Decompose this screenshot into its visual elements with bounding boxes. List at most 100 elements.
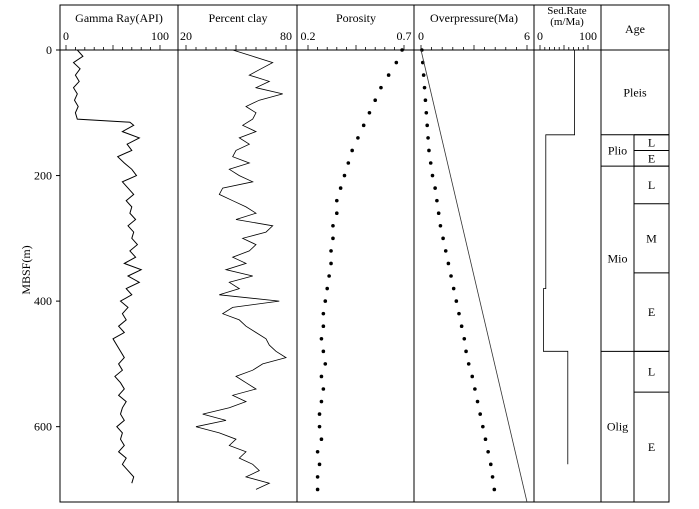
overpressure-point <box>483 437 488 442</box>
x-tick-labels: 0 100 20 80 0.2 0.7 0 6 0 100 <box>63 29 597 43</box>
porosity-point <box>356 136 360 140</box>
subdivision-label: L <box>648 136 655 150</box>
overpressure-point <box>462 336 467 341</box>
x-tick-porosity-max: 0.7 <box>397 29 412 43</box>
x-tick-gamma-max: 100 <box>151 29 169 43</box>
header-clay: Percent clay <box>209 11 268 25</box>
porosity-point <box>319 399 324 404</box>
porosity-point <box>361 123 366 128</box>
overpressure-point <box>454 299 459 303</box>
y-tick-label: 600 <box>34 420 52 434</box>
porosity-point <box>315 449 320 454</box>
porosity-point <box>317 412 322 416</box>
porosity-point <box>321 311 326 316</box>
track-headers: Gamma Ray(API) Percent clay Porosity Ove… <box>75 5 645 36</box>
overpressure-point <box>486 449 490 454</box>
overpressure-point <box>428 161 433 165</box>
porosity-point <box>321 387 326 391</box>
overpressure-point <box>430 173 435 178</box>
x-tick-porosity-min: 0.2 <box>301 29 316 43</box>
porosity-point <box>367 110 372 115</box>
porosity-point <box>319 336 324 341</box>
overpressure-point <box>435 198 439 203</box>
tracks <box>72 48 575 503</box>
overpressure-point <box>420 48 424 52</box>
header-porosity: Porosity <box>336 11 376 25</box>
gamma-series-line <box>72 49 143 484</box>
overpressure-point <box>473 387 477 391</box>
overpressure-reference-line <box>420 49 528 503</box>
track-overpressure <box>420 48 528 503</box>
porosity-point <box>317 424 322 429</box>
porosity-point <box>319 437 324 442</box>
overpressure-point <box>492 487 497 492</box>
overpressure-point <box>441 236 445 241</box>
porosity-point <box>379 85 383 90</box>
porosity-point <box>315 487 320 492</box>
x-tick-gamma-min: 0 <box>63 29 69 43</box>
x-tick-overpressure-min: 0 <box>418 29 424 43</box>
epoch-label: Olig <box>607 420 628 434</box>
x-tick-overpressure-max: 6 <box>524 29 530 43</box>
track-clay <box>195 49 287 490</box>
y-axis-label: MBSF(m) <box>19 245 33 294</box>
porosity-point <box>323 362 328 366</box>
overpressure-point <box>488 462 493 467</box>
x-tick-sedrate-max: 100 <box>579 29 597 43</box>
x-tick-clay-min: 20 <box>180 29 192 43</box>
overpressure-point <box>470 374 475 379</box>
clay-series-line <box>195 49 287 490</box>
porosity-point <box>342 173 347 178</box>
porosity-point <box>373 98 378 103</box>
y-tick-label: 400 <box>34 294 52 308</box>
subdivision-label: L <box>648 365 655 379</box>
overpressure-point <box>446 261 451 266</box>
epoch-label: Plio <box>608 143 627 157</box>
track-sedrate <box>543 50 575 465</box>
track-gamma <box>72 49 143 484</box>
overpressure-point <box>433 186 437 190</box>
header-gamma: Gamma Ray(API) <box>75 11 163 25</box>
header-age: Age <box>625 22 645 36</box>
subdivision-label: E <box>648 440 655 454</box>
x-tick-clay-max: 80 <box>280 29 292 43</box>
overpressure-point <box>451 286 456 291</box>
x-minor-ticks <box>65 45 589 50</box>
sedrate-series-line <box>543 50 575 465</box>
porosity-point <box>325 286 330 291</box>
overpressure-point <box>466 362 471 366</box>
subdivision-label: L <box>648 178 655 192</box>
epoch-label: Pleis <box>623 85 647 99</box>
porosity-point <box>319 374 324 379</box>
x-tick-sedrate-min: 0 <box>537 29 543 43</box>
subdivision-label: E <box>648 305 655 319</box>
porosity-point <box>331 223 335 228</box>
overpressure-point <box>449 274 453 278</box>
overpressure-point <box>422 85 427 90</box>
subdivision-label: M <box>646 231 657 245</box>
porosity-point <box>346 161 351 165</box>
overpressure-point <box>424 110 429 115</box>
header-overpressure: Overpressure(Ma) <box>430 11 518 25</box>
subdivision-label: E <box>648 151 655 165</box>
porosity-point <box>323 299 328 303</box>
overpressure-point <box>457 311 461 316</box>
overpressure-point <box>436 211 441 216</box>
frame <box>59 4 670 503</box>
overpressure-point <box>438 223 443 228</box>
y-tick-label: 0 <box>46 43 52 57</box>
header-sedrate-1: Sed.Rate <box>547 5 587 17</box>
overpressure-point <box>443 249 448 253</box>
porosity-point <box>386 73 391 77</box>
overpressure-point <box>464 349 468 354</box>
porosity-point <box>335 198 339 203</box>
overpressure-point <box>427 148 431 153</box>
porosity-point <box>400 48 404 52</box>
epoch-label: Mio <box>607 252 627 266</box>
overpressure-point <box>426 136 430 140</box>
y-ticks: 0 200 400 600 <box>34 43 60 434</box>
porosity-point <box>350 148 354 153</box>
overpressure-point <box>421 73 426 77</box>
